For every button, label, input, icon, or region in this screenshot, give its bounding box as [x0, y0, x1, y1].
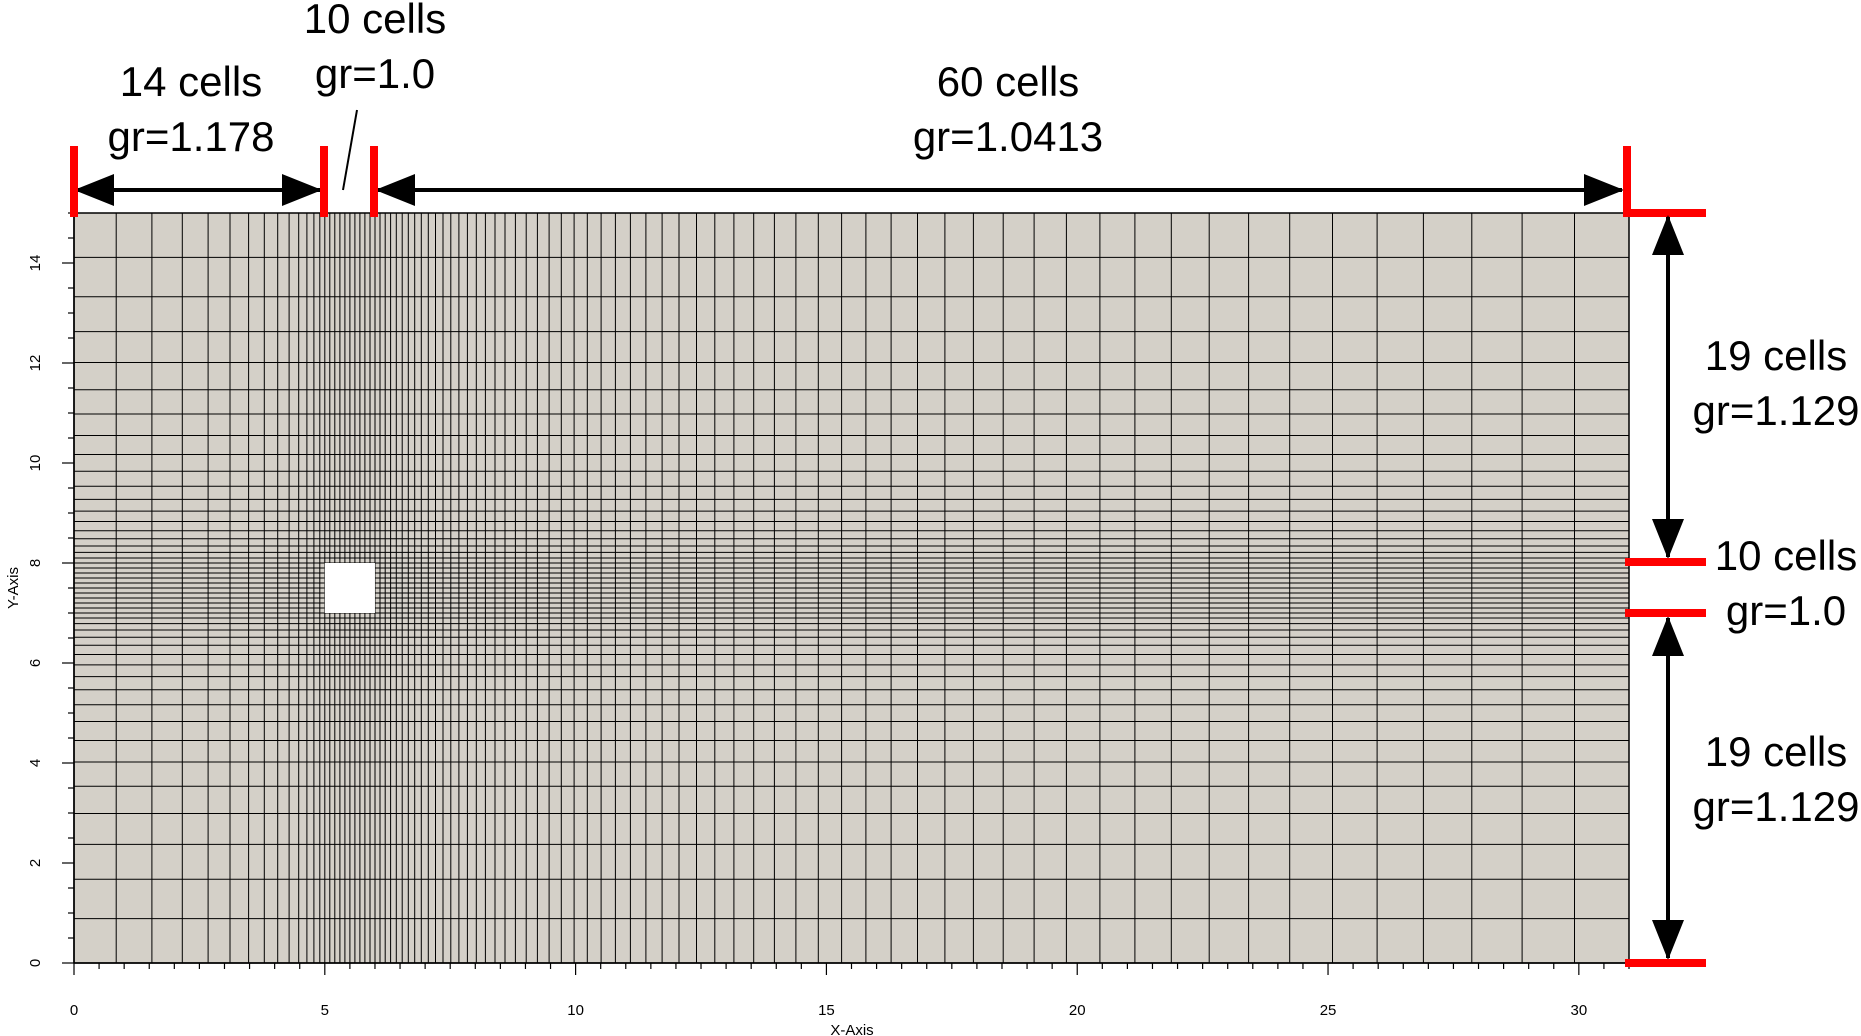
y-block-top-cells: 19 cells [1705, 332, 1847, 379]
y-block-bottom-gr: gr=1.129 [1693, 783, 1860, 830]
y-tick-label: 8 [27, 559, 44, 567]
x-tick-label: 15 [818, 1002, 835, 1019]
x-axis: 0 5 10 15 20 25 30 [70, 962, 1630, 1019]
x-tick-label: 30 [1570, 1002, 1587, 1019]
x-tick-label: 10 [567, 1002, 584, 1019]
x-block-1-cells: 14 cells [120, 58, 262, 105]
x-block-dimensions: 14 cells gr=1.178 10 cells gr=1.0 60 cel… [70, 0, 1706, 217]
y-tick-label: 4 [27, 759, 44, 767]
x-block-3-cells: 60 cells [937, 58, 1079, 105]
y-tick-label: 14 [27, 255, 44, 272]
x-block-2-cells: 10 cells [304, 0, 446, 42]
x-tick-label: 5 [321, 1002, 329, 1019]
x-block-2-gr: gr=1.0 [315, 50, 435, 97]
x-block-1-gr: gr=1.178 [108, 113, 275, 160]
y-tick-label: 2 [27, 859, 44, 867]
x-tick-label: 0 [70, 1002, 78, 1019]
y-block-dimensions: 19 cells gr=1.129 10 cells gr=1.0 19 cel… [1625, 215, 1860, 967]
corner-marker [1623, 146, 1706, 217]
y-tick-label: 10 [27, 455, 44, 472]
mesh-grid-lines [73, 212, 1630, 964]
y-block-top-gr: gr=1.129 [1693, 387, 1860, 434]
x-axis-label: X-Axis [830, 1022, 873, 1036]
y-tick-label: 12 [27, 355, 44, 372]
y-tick-label: 0 [27, 959, 44, 967]
x-block-2-leader [342, 109, 358, 191]
x-tick-label: 20 [1069, 1002, 1086, 1019]
y-block-mid-gr: gr=1.0 [1726, 587, 1846, 634]
y-axis-label: Y-Axis [5, 567, 22, 609]
y-tick-label: 6 [27, 659, 44, 667]
x-block-3-gr: gr=1.0413 [913, 113, 1103, 160]
y-block-mid-cells: 10 cells [1715, 532, 1857, 579]
obstacle-square [324, 563, 375, 613]
x-tick-label: 25 [1320, 1002, 1337, 1019]
y-axis: 0 2 4 6 8 10 12 14 [27, 212, 75, 967]
y-block-bottom-cells: 19 cells [1705, 728, 1847, 775]
